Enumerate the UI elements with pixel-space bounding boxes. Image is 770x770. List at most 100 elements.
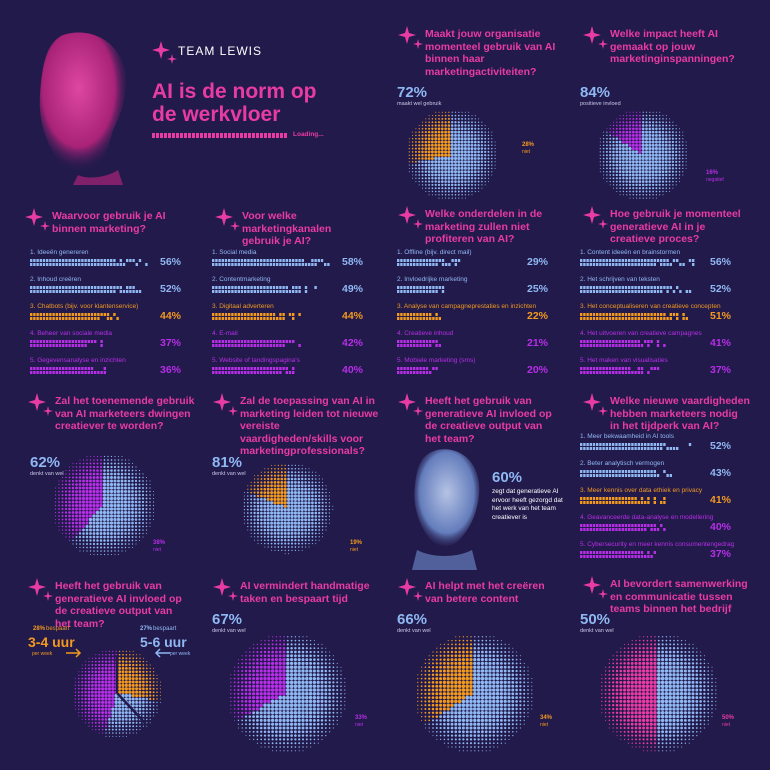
pie-chart xyxy=(239,460,335,556)
bar xyxy=(397,340,525,348)
slice-caption: niet xyxy=(522,149,530,155)
bar-label: 1. Meer bekwaamheid in AI tools xyxy=(580,433,674,441)
bar-label: 5. Website of landingspagina's xyxy=(212,357,300,365)
bar xyxy=(580,286,708,294)
blue-head-illustration xyxy=(397,440,487,570)
bar-label: 2. Beter analytisch vermogen xyxy=(580,460,664,468)
bar-value: 20% xyxy=(527,364,548,376)
sparkle-icon xyxy=(583,392,609,418)
bar xyxy=(580,259,708,267)
bar-value: 49% xyxy=(342,283,363,295)
bar xyxy=(580,497,708,505)
sparkle-icon xyxy=(398,25,424,51)
bar xyxy=(580,340,708,348)
chart-title: Maakt jouw organisatie momenteel gebruik… xyxy=(425,28,560,78)
chart-title: AI bevordert samenwerking en communicati… xyxy=(610,578,750,616)
bar-label: 1. Ideeën genereren xyxy=(30,249,89,257)
sparkle-icon xyxy=(152,40,178,66)
value-caption: denkt van wel xyxy=(580,628,614,635)
sparkle-icon xyxy=(398,577,424,603)
bar-label: 2. Contentmarketing xyxy=(212,276,271,284)
bar-value: 56% xyxy=(160,256,181,268)
clock-hands xyxy=(67,643,167,743)
slice-value-label: 50% xyxy=(722,715,734,722)
chart-title: Welke onderdelen in de marketing zullen … xyxy=(425,208,555,246)
bar-label: 2. Inhoud creëren xyxy=(30,276,81,284)
chart-title: Welke impact heeft AI gemaakt op jouw ma… xyxy=(610,28,745,66)
bar xyxy=(30,313,158,321)
pie-slice xyxy=(657,636,716,751)
value-label: 66% xyxy=(397,612,427,628)
value-caption: positieve invloed xyxy=(580,101,621,108)
bar-value: 37% xyxy=(710,364,731,376)
left-pct: 28% xyxy=(33,626,45,632)
loading-bar xyxy=(152,133,287,138)
sparkle-icon xyxy=(215,207,241,233)
value-caption: maakt wel gebruik xyxy=(397,101,441,108)
pie-chart xyxy=(596,631,720,755)
value-label: 50% xyxy=(580,612,610,628)
bar-label: 1. Offline (bijv. direct mail) xyxy=(397,249,472,257)
bar-value: 25% xyxy=(527,283,548,295)
bar xyxy=(212,259,340,267)
bar-label: 3. Analyse van campagneprestaties en inz… xyxy=(397,303,536,311)
right-pct: 27% xyxy=(140,626,152,632)
pie-slice xyxy=(606,112,641,154)
bar-value: 37% xyxy=(160,337,181,349)
bar xyxy=(580,524,708,532)
chart-title: Heeft het gebruik van generatieve AI inv… xyxy=(425,395,555,445)
sparkle-icon xyxy=(583,575,609,601)
bar-label: 2. Invloedrijke marketing xyxy=(397,276,467,284)
bar xyxy=(212,340,340,348)
bar-value: 52% xyxy=(160,283,181,295)
bar-value: 41% xyxy=(710,494,731,506)
chart-title: AI helpt met het creëren van betere cont… xyxy=(425,580,565,605)
bar-value: 56% xyxy=(710,256,731,268)
slice-value-label: 34% xyxy=(540,715,552,722)
chart-title: Zal het toenemende gebruik van AI market… xyxy=(55,395,195,433)
slice-value-label: 38% xyxy=(153,540,165,547)
slice-caption: niet xyxy=(355,722,363,728)
bar xyxy=(30,340,158,348)
bar xyxy=(580,551,708,559)
pie-slice xyxy=(409,112,451,163)
pie-chart xyxy=(595,107,691,203)
pie-slice xyxy=(601,636,657,751)
slice-caption: niet xyxy=(722,722,730,728)
sparkle-icon xyxy=(398,392,424,418)
value-label: 62% xyxy=(30,455,60,471)
chart-title: Voor welke marketingkanalen gebruik je A… xyxy=(242,210,372,248)
bar xyxy=(580,443,708,451)
value-label: 67% xyxy=(212,612,242,628)
bar-label: 4. E-mail xyxy=(212,330,238,338)
chart-title: Zal de toepassing van AI in marketing le… xyxy=(240,395,380,458)
chart-title: Welke nieuwe vaardigheden hebben markete… xyxy=(610,395,750,433)
bar-label: 5. Mobiele marketing (sms) xyxy=(397,357,475,365)
chart-title: Waarvoor gebruik je AI binnen marketing? xyxy=(52,210,177,235)
chart-title: AI vermindert handmatige taken en bespaa… xyxy=(240,580,380,605)
pie-chart xyxy=(412,631,536,755)
chart-title: Hoe gebruik je momenteel generatieve AI … xyxy=(610,208,745,246)
stat-value: 60% xyxy=(492,470,522,486)
slice-value-label: 16% xyxy=(706,170,718,177)
bar xyxy=(580,313,708,321)
bar-value: 41% xyxy=(710,337,731,349)
stat-text: zegt dat generatieve AI ervoor heeft gez… xyxy=(492,488,570,522)
value-caption: denkt van wel xyxy=(30,471,64,478)
slice-caption: niet xyxy=(540,722,548,728)
sparkle-icon xyxy=(25,207,51,233)
slice-value-label: 33% xyxy=(355,715,367,722)
bar-label: 4. Het uitvoeren van creatieve campagnes xyxy=(580,330,702,338)
bar-value: 37% xyxy=(710,548,731,560)
sparkle-icon xyxy=(213,577,239,603)
slice-caption: negatief xyxy=(706,177,724,183)
sparkle-icon xyxy=(213,392,239,418)
bar xyxy=(212,286,340,294)
pie-chart xyxy=(404,107,500,203)
bar-value: 43% xyxy=(710,467,731,479)
bar-label: 3. Het conceptualiseren van creatieve co… xyxy=(580,303,721,311)
right-pct-label: bespaart xyxy=(153,626,176,632)
bar-label: 5. Het maken van visualisaties xyxy=(580,357,668,365)
value-caption: denkt van wel xyxy=(212,471,246,478)
loading-text: Loading... xyxy=(293,131,324,138)
